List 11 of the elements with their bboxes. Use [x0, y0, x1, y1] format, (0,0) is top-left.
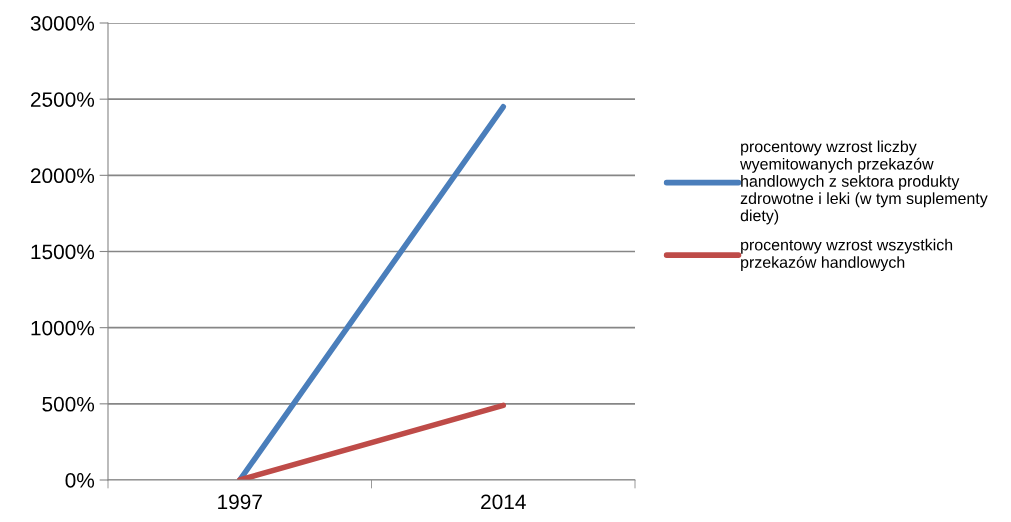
y-tick-label: 500%: [42, 396, 95, 412]
x-tick-label: 2014: [481, 494, 526, 510]
y-tick-label: 2000%: [30, 168, 95, 184]
y-tick-label: 1000%: [31, 320, 95, 336]
y-tick-label: 2500%: [30, 92, 95, 107]
x-tick-label: 1997: [218, 494, 262, 510]
legend-label: procentowy wzrost liczby wyemitowanych przekazów handlowych z sektora produkty zdrowotne i leki (w tym suplementy diety): [740, 140, 988, 225]
y-tick-label: 1500%: [31, 244, 95, 260]
y-tick-label: 3000%: [30, 16, 95, 31]
legend-label: procentowy wzrost wszystkich przekazów handlowych: [741, 238, 953, 272]
y-tick-label: 0%: [65, 473, 95, 488]
